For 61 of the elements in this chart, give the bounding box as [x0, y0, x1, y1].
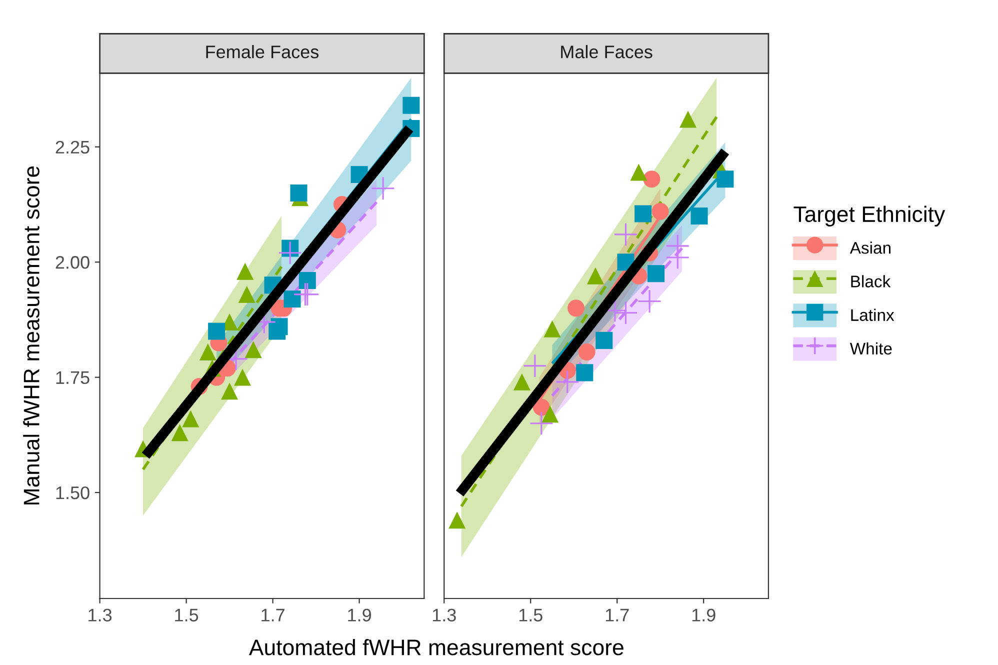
- legend-label: Black: [851, 275, 891, 288]
- point: [278, 242, 302, 264]
- point: [690, 208, 708, 225]
- point: [596, 332, 613, 349]
- x-tick-label: 1.9: [348, 608, 371, 622]
- point: [652, 202, 669, 220]
- point: [182, 410, 200, 428]
- point: [234, 368, 252, 386]
- y-tick-label: 1.75: [56, 371, 90, 384]
- y-tick-label: 2.25: [56, 140, 90, 154]
- point: [680, 110, 697, 128]
- y-tick-label: 2.00: [56, 256, 90, 269]
- point: [716, 170, 734, 188]
- x-axis-title: Automated fWHR measurement score: [248, 638, 624, 656]
- point: [556, 370, 579, 394]
- point: [236, 262, 254, 280]
- point: [513, 373, 530, 390]
- point: [544, 320, 561, 338]
- point: [290, 184, 308, 202]
- point: [614, 302, 637, 324]
- x-tick-label: 1.5: [519, 608, 542, 622]
- x-tick-label: 1.7: [262, 608, 284, 622]
- point: [630, 164, 648, 181]
- x-tick-label: 1.7: [606, 608, 629, 622]
- point: [542, 406, 559, 423]
- point: [524, 354, 546, 377]
- legend-label: Latinx: [851, 308, 894, 321]
- point: [578, 343, 596, 360]
- x-tick-label: 1.9: [692, 608, 716, 622]
- x-tick-label: 1.5: [175, 608, 198, 622]
- point: [171, 424, 188, 442]
- point: [448, 512, 466, 529]
- legend-label: White: [850, 342, 892, 355]
- x-tick-label: 1.3: [432, 608, 456, 622]
- y-tick-label: 1.50: [56, 486, 90, 500]
- chart-title: Male Faces: [561, 45, 652, 58]
- point: [634, 205, 652, 222]
- y-axis-title: Manual fWHR measurement score: [23, 166, 40, 504]
- point: [244, 341, 262, 358]
- point: [614, 223, 637, 246]
- legend-label: Asian: [850, 242, 890, 254]
- point: [208, 322, 226, 340]
- point: [221, 382, 238, 400]
- point: [648, 265, 665, 282]
- point: [643, 170, 660, 188]
- point: [666, 246, 689, 269]
- point: [586, 267, 604, 284]
- chart-title: Female Faces: [206, 45, 319, 58]
- x-tick-label: 1.3: [88, 608, 112, 622]
- point: [638, 290, 661, 312]
- point: [268, 322, 286, 340]
- legend-title: Target Ethnicity: [794, 206, 946, 226]
- point: [298, 272, 316, 290]
- point: [199, 343, 216, 360]
- point: [530, 412, 553, 435]
- point: [402, 96, 420, 114]
- point: [284, 290, 301, 308]
- point: [576, 364, 594, 382]
- point: [238, 286, 256, 303]
- point: [568, 300, 585, 317]
- point: [372, 177, 394, 200]
